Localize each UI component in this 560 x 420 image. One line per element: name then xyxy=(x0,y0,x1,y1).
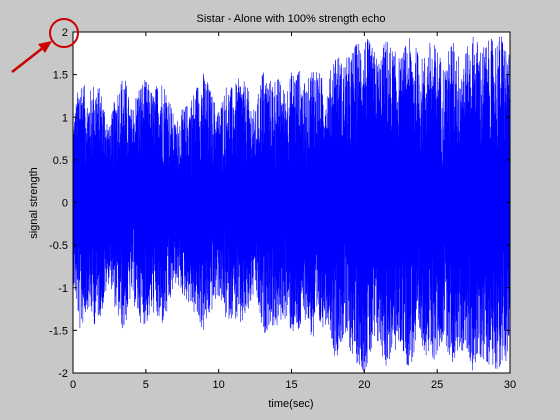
annotation-arrow-head xyxy=(38,41,52,53)
chart-title: Sistar - Alone with 100% strength echo xyxy=(197,13,386,25)
y-tick-label: 0.5 xyxy=(53,155,68,167)
x-tick-label: 15 xyxy=(285,379,297,391)
x-tick-label: 5 xyxy=(143,379,149,391)
y-tick-label: -0.5 xyxy=(49,240,68,252)
x-tick-label: 25 xyxy=(431,379,443,391)
signal-layer xyxy=(72,36,511,372)
x-tick-label: 10 xyxy=(213,379,225,391)
y-tick-label: -2 xyxy=(58,368,68,380)
signal-line xyxy=(72,36,511,372)
y-tick-label: 1 xyxy=(62,112,68,124)
y-tick-label: 0 xyxy=(62,198,68,210)
y-axis: -2 -1.5 -1 -0.5 0 0.5 1 1.5 2 xyxy=(49,27,510,380)
highlight-circle xyxy=(49,18,79,48)
y-tick-label: 2 xyxy=(62,27,68,39)
x-axis-label: time(sec) xyxy=(268,398,313,410)
x-tick-label: 20 xyxy=(358,379,370,391)
y-tick-label: 1.5 xyxy=(53,70,68,82)
annotation-arrow-shaft xyxy=(11,46,45,73)
x-tick-label: 30 xyxy=(504,379,516,391)
y-tick-label: -1.5 xyxy=(49,325,68,337)
y-axis-label: signal strength xyxy=(28,167,40,239)
x-axis: 0 5 10 15 20 25 30 xyxy=(70,32,516,391)
y-tick-label: -1 xyxy=(58,283,68,295)
x-tick-label: 0 xyxy=(70,379,76,391)
annotation xyxy=(11,18,79,73)
